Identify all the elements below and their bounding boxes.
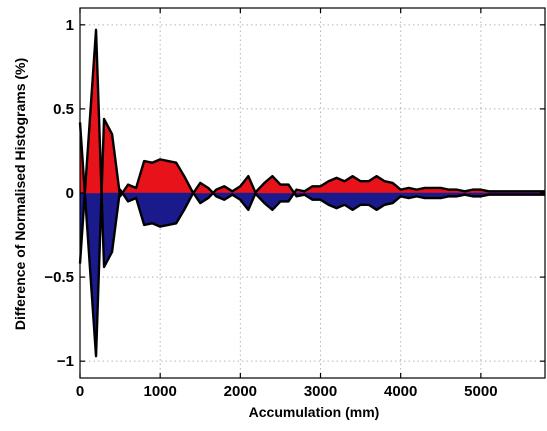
upper-outline-line [80,119,545,356]
y-tick-label: −1 [57,353,74,370]
lower-outline-line [80,30,545,267]
data-layer [80,30,545,356]
x-axis-title: Accumulation (mm) [249,404,380,420]
y-tick-label: 0 [66,185,74,202]
lower-area-segment [144,193,152,225]
x-tick-label: 1000 [143,383,176,400]
lower-area-segment [160,193,168,227]
y-axis-title: Difference of Normalised Histograms (%) [12,58,28,330]
upper-area-segment [144,161,152,193]
y-tick-label: 0.5 [53,101,74,118]
x-tick-label: 5000 [464,383,497,400]
upper-area-segment [160,159,168,193]
y-tick-label: 1 [66,17,74,34]
upper-area-segment [280,193,288,201]
lower-area-segment [280,185,288,193]
lower-area-segment [168,193,176,225]
upper-area-segment [168,161,176,193]
upper-area-segment [152,159,160,193]
x-tick-label: 0 [76,383,84,400]
lower-area-segment [361,193,369,205]
y-tick-label: −0.5 [44,269,74,286]
x-tick-label: 2000 [224,383,257,400]
x-tick-label: 3000 [304,383,337,400]
upper-area-segment [361,181,369,193]
lower-area-segment [152,193,160,227]
x-tick-label: 4000 [384,383,417,400]
